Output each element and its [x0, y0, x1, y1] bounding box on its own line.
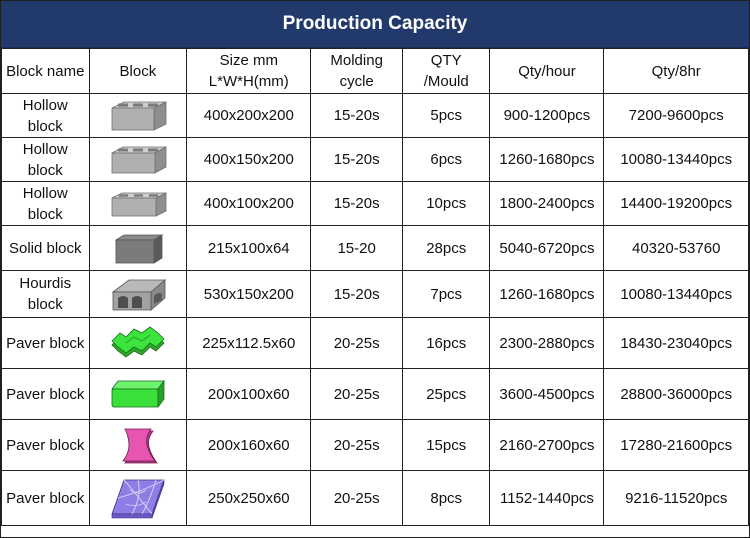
zigzag-paver-icon	[111, 326, 165, 358]
i-shape-paver-icon	[122, 428, 158, 464]
size-cell: 530x150x200	[186, 270, 312, 318]
block-name-cell: Hollow block	[1, 181, 90, 226]
block-name-cell: Paver block	[1, 419, 90, 471]
solid-block-icon	[114, 234, 164, 264]
block-image-cell	[88, 137, 188, 182]
header-molding-cycle: Molding cycle	[310, 48, 403, 94]
block-name-cell: Hourdis block	[1, 270, 90, 318]
size-cell: 400x150x200	[186, 137, 312, 182]
molding-cycle-cell: 15-20s	[310, 181, 403, 226]
size-cell: 225x112.5x60	[186, 317, 312, 369]
block-name-cell: Paver block	[1, 470, 90, 526]
qty-hour-cell: 3600-4500pcs	[489, 368, 605, 420]
qty-8hr-cell: 7200-9600pcs	[603, 93, 749, 138]
molding-cycle-cell: 20-25s	[310, 470, 403, 526]
size-cell: 400x100x200	[186, 181, 312, 226]
qty-mould-cell: 6pcs	[401, 137, 491, 182]
block-image-cell	[88, 93, 188, 138]
block-image-cell	[88, 317, 188, 369]
qty-mould-cell: 28pcs	[401, 225, 491, 271]
block-name-cell: Paver block	[1, 317, 90, 369]
production-capacity-table: Block name Block Size mm L*W*H(mm) Moldi…	[1, 48, 749, 526]
header-size-line2: L*W*H(mm)	[208, 73, 289, 90]
header-qty-8hr: Qty/8hr	[603, 48, 749, 94]
hollow-block-icon	[111, 145, 167, 174]
table-row: Paver block 250x250x60 20-25s 8pcs 1152-…	[1, 470, 749, 526]
header-qty-hour: Qty/hour	[489, 48, 605, 94]
table-row: Paver block 200x160x60 20-25s 15pcs 2160…	[1, 419, 749, 471]
qty-8hr-cell: 17280-21600pcs	[603, 419, 749, 471]
qty-mould-cell: 10pcs	[401, 181, 491, 226]
molding-cycle-cell: 20-25s	[310, 368, 403, 420]
block-name-cell: Solid block	[1, 225, 90, 271]
qty-hour-cell: 2160-2700pcs	[489, 419, 605, 471]
table-row: Solid block 215x100x64 15-20 28pcs 5040-…	[1, 225, 749, 271]
molding-cycle-cell: 15-20	[310, 225, 403, 271]
qty-mould-cell: 25pcs	[401, 368, 491, 420]
header-qty-mould: QTY /Mould	[401, 48, 491, 94]
table-row: Hollow block 400x100x200 15-20s 10pcs 18…	[1, 181, 749, 226]
hollow-block-icon	[111, 191, 167, 217]
qty-hour-cell: 1260-1680pcs	[489, 270, 605, 318]
table-row: Hourdis block 530x150x200 15-20s 7pcs 12…	[1, 270, 749, 318]
qty-mould-cell: 8pcs	[401, 470, 491, 526]
qty-8hr-cell: 28800-36000pcs	[603, 368, 749, 420]
molding-cycle-cell: 15-20s	[310, 137, 403, 182]
block-name-cell: Hollow block	[1, 93, 90, 138]
header-row: Block name Block Size mm L*W*H(mm) Moldi…	[1, 48, 749, 94]
qty-8hr-cell: 40320-53760	[603, 225, 749, 271]
qty-mould-cell: 16pcs	[401, 317, 491, 369]
qty-mould-cell: 5pcs	[401, 93, 491, 138]
molding-cycle-cell: 15-20s	[310, 93, 403, 138]
block-image-cell	[88, 368, 188, 420]
size-cell: 200x100x60	[186, 368, 312, 420]
header-qty-line2: /Mould	[423, 73, 469, 90]
block-name-cell: Hollow block	[1, 137, 90, 182]
qty-hour-cell: 900-1200pcs	[489, 93, 605, 138]
molding-cycle-cell: 20-25s	[310, 317, 403, 369]
table-row: Paver block 225x112.5x60 20-25s 16pcs 23…	[1, 317, 749, 369]
qty-hour-cell: 1800-2400pcs	[489, 181, 605, 226]
size-cell: 200x160x60	[186, 419, 312, 471]
table-row: Paver block 200x100x60 20-25s 25pcs 3600…	[1, 368, 749, 420]
block-name-cell: Paver block	[1, 368, 90, 420]
qty-8hr-cell: 9216-11520pcs	[603, 470, 749, 526]
qty-mould-cell: 7pcs	[401, 270, 491, 318]
rectangle-paver-icon	[111, 379, 165, 409]
qty-8hr-cell: 18430-23040pcs	[603, 317, 749, 369]
header-size: Size mm L*W*H(mm)	[186, 48, 312, 94]
qty-hour-cell: 5040-6720pcs	[489, 225, 605, 271]
block-image-cell	[88, 181, 188, 226]
size-cell: 400x200x200	[186, 93, 312, 138]
block-image-cell	[88, 470, 188, 526]
size-cell: 215x100x64	[186, 225, 312, 271]
hollow-block-icon	[111, 100, 167, 131]
header-block: Block	[88, 48, 188, 94]
block-image-cell	[88, 225, 188, 271]
qty-8hr-cell: 10080-13440pcs	[603, 270, 749, 318]
qty-hour-cell: 1260-1680pcs	[489, 137, 605, 182]
qty-8hr-cell: 14400-19200pcs	[603, 181, 749, 226]
size-cell: 250x250x60	[186, 470, 312, 526]
table-row: Hollow block 400x150x200 15-20s 6pcs 126…	[1, 137, 749, 182]
qty-hour-cell: 2300-2880pcs	[489, 317, 605, 369]
block-image-cell	[88, 419, 188, 471]
table-row: Hollow block 400x200x200 15-20s 5pcs 900…	[1, 93, 749, 138]
qty-mould-cell: 15pcs	[401, 419, 491, 471]
header-qty-line1: QTY	[430, 52, 462, 69]
molding-cycle-cell: 15-20s	[310, 270, 403, 318]
qty-8hr-cell: 10080-13440pcs	[603, 137, 749, 182]
table-title: Production Capacity	[1, 1, 749, 48]
block-image-cell	[88, 270, 188, 318]
header-size-line1: Size mm	[219, 52, 278, 69]
molding-cycle-cell: 20-25s	[310, 419, 403, 471]
qty-hour-cell: 1152-1440pcs	[489, 470, 605, 526]
patterned-paver-icon	[111, 479, 165, 519]
header-block-name: Block name	[1, 48, 90, 94]
hourdis-block-icon	[111, 279, 166, 311]
